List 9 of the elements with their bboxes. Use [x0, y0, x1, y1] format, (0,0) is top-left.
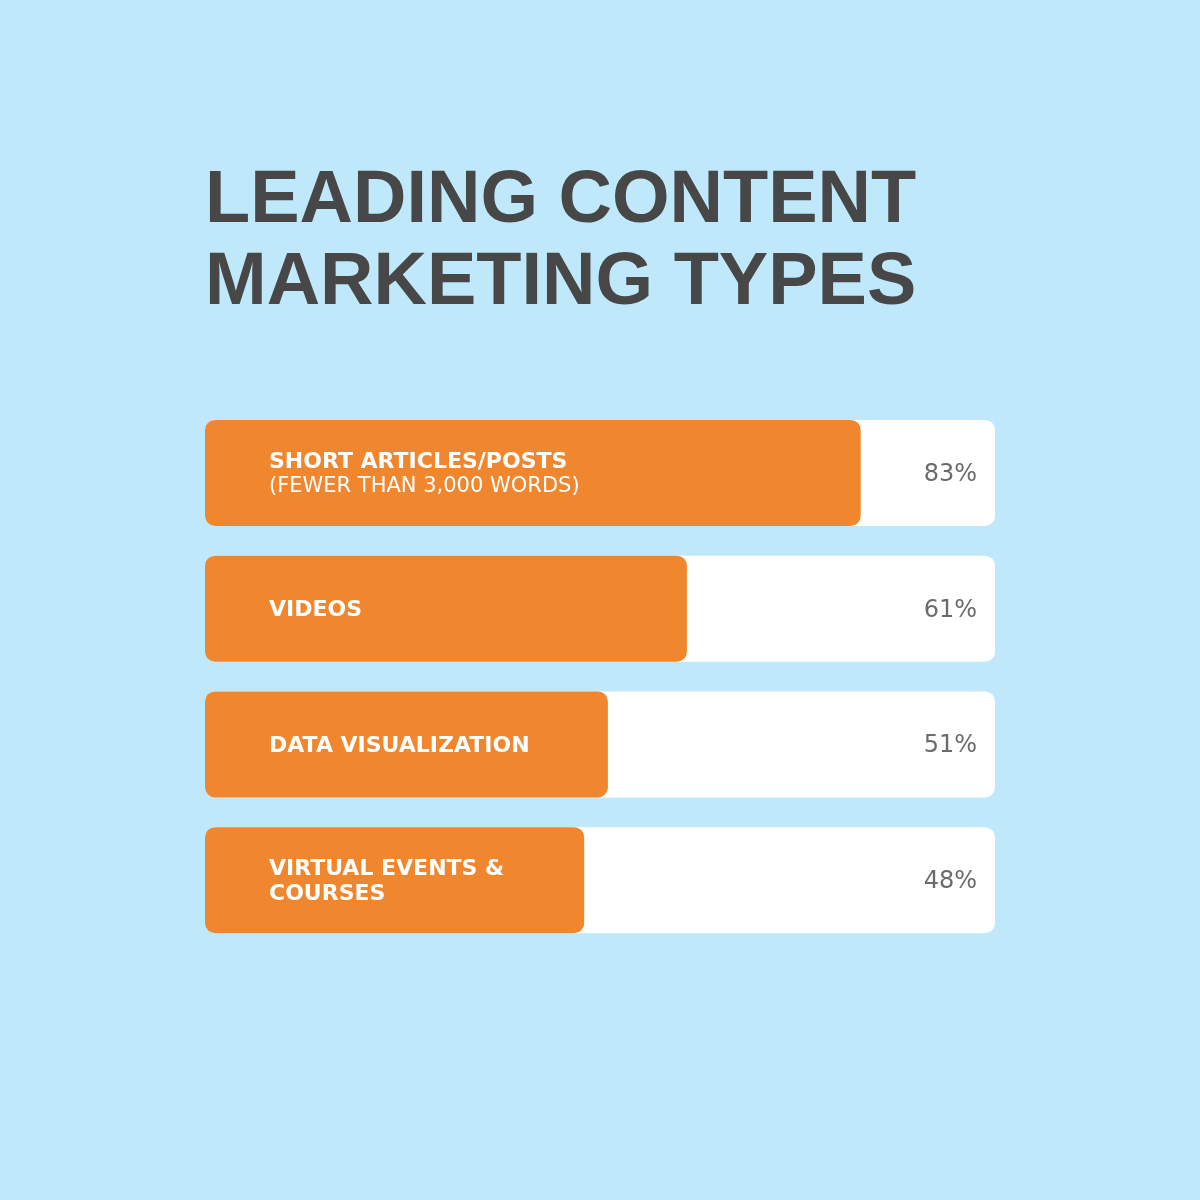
y-tick-label: DATA VISUALIZATION — [269, 731, 530, 757]
data-label: 51% — [923, 730, 977, 759]
y-tick-label: VIRTUAL EVENTS & COURSES — [269, 855, 505, 906]
data-label: 48% — [923, 866, 977, 895]
y-tick-label: VIDEOS — [269, 596, 363, 622]
y-tick-label: SHORT ARTICLES/POSTS (FEWER THAN 3,000 WORDS) — [269, 447, 580, 498]
data-label: 61% — [923, 594, 977, 623]
data-label: 83% — [923, 458, 977, 487]
chart-title: LEADING CONTENT MARKETING TYPES — [205, 154, 917, 320]
